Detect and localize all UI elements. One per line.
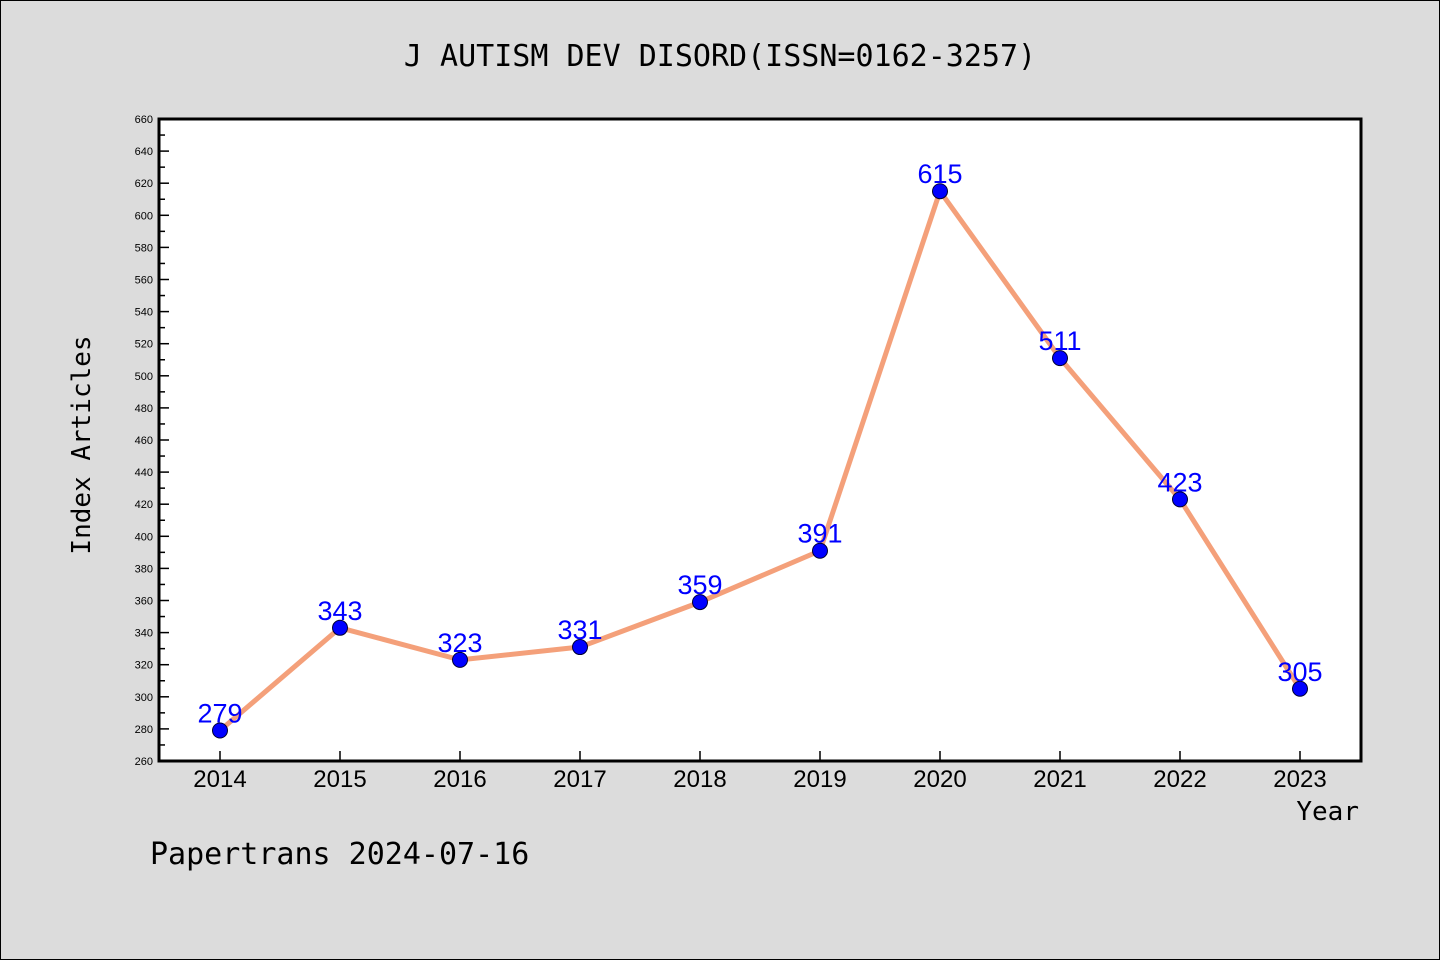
chart-title: J AUTISM DEV DISORD(ISSN=0162-3257) <box>404 39 1036 74</box>
y-tick-label: 580 <box>135 242 153 254</box>
y-tick-label: 360 <box>135 596 153 608</box>
x-axis-label: Year <box>1296 797 1359 827</box>
data-point <box>1172 491 1188 508</box>
x-tick-label: 2023 <box>1273 766 1326 793</box>
x-tick-label: 2015 <box>313 766 366 793</box>
y-axis-label: Index Articles <box>67 335 97 554</box>
data-label: 343 <box>317 596 362 626</box>
y-tick-label: 660 <box>135 114 153 126</box>
data-point <box>812 542 828 559</box>
y-tick-label: 640 <box>135 146 153 158</box>
footer-credit: Papertrans 2024-07-16 <box>150 837 529 872</box>
x-tick-label: 2014 <box>193 766 246 793</box>
series-line <box>217 188 1303 734</box>
y-tick-label: 620 <box>135 178 153 190</box>
y-axis-ticks: 260 280 300 320 340 360 380 400 420 440 460 480 500 5… <box>135 114 169 768</box>
data-point <box>692 594 708 611</box>
data-point <box>332 619 348 636</box>
y-tick-label: 400 <box>135 531 153 543</box>
y-tick-label: 500 <box>135 371 153 383</box>
y-tick-label: 540 <box>135 307 153 319</box>
data-point <box>1052 350 1068 367</box>
data-point <box>932 183 948 200</box>
data-label: 305 <box>1277 657 1322 687</box>
x-tick-label: 2017 <box>553 766 606 793</box>
y-tick-label: 440 <box>135 467 153 479</box>
x-axis-ticks: 2014 2015 2016 2017 2018 2019 2020 2021 2022 2023 <box>193 751 1327 793</box>
data-label: 511 <box>1038 326 1081 356</box>
x-tick-label: 2019 <box>793 766 846 793</box>
data-point <box>572 639 588 656</box>
y-tick-label: 380 <box>135 563 153 575</box>
plot-area <box>159 119 1361 761</box>
x-tick-label: 2018 <box>673 766 726 793</box>
plot-border <box>157 117 1363 763</box>
data-label: 323 <box>437 628 482 658</box>
data-point <box>452 651 468 668</box>
data-label: 359 <box>677 570 722 600</box>
data-label: 423 <box>1157 467 1202 497</box>
y-tick-label: 460 <box>135 435 153 447</box>
y-tick-label: 300 <box>135 692 153 704</box>
y-tick-label: 560 <box>135 275 153 287</box>
data-label: 615 <box>917 159 962 189</box>
data-label: 279 <box>197 699 242 729</box>
y-tick-label: 520 <box>135 339 153 351</box>
series-layer: 279 343 323 331 359 391 615 511 423 305 <box>197 159 1323 739</box>
y-tick-label: 260 <box>135 756 153 768</box>
data-label: 391 <box>797 519 842 549</box>
x-tick-label: 2020 <box>913 766 966 793</box>
y-tick-label: 480 <box>135 403 153 415</box>
y-tick-label: 600 <box>135 210 153 222</box>
data-point <box>212 722 228 739</box>
y-tick-label: 420 <box>135 499 153 511</box>
y-tick-label: 280 <box>135 724 153 736</box>
data-point <box>1292 680 1308 697</box>
x-tick-label: 2021 <box>1033 766 1086 793</box>
y-tick-label: 340 <box>135 628 153 640</box>
x-tick-label: 2016 <box>433 766 486 793</box>
data-label: 331 <box>557 615 602 645</box>
x-tick-label: 2022 <box>1153 766 1206 793</box>
y-tick-label: 320 <box>135 660 153 672</box>
